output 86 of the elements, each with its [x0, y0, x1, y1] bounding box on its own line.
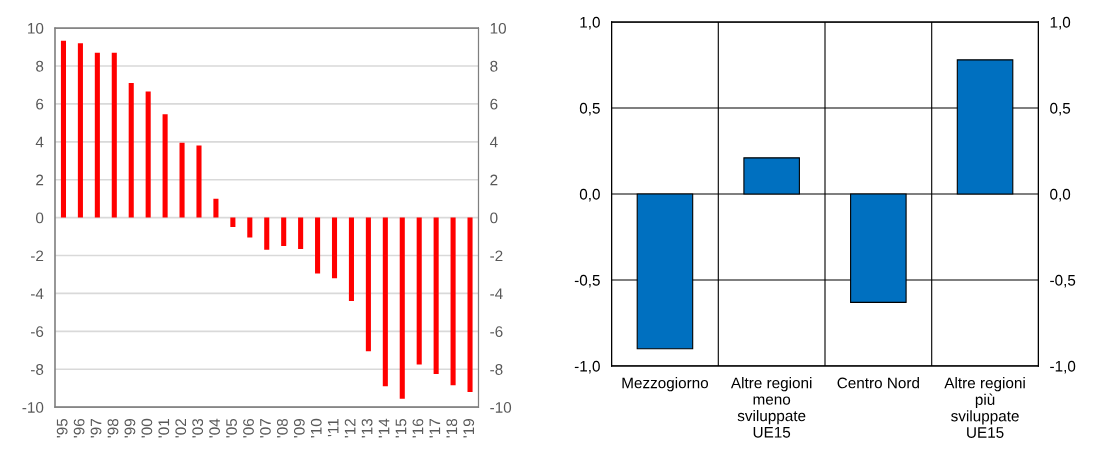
- y2-tick-label: -0,5: [1050, 274, 1076, 288]
- y-tick-label: -2: [30, 250, 44, 262]
- bar: [60, 40, 67, 218]
- y2-tick-label: -4: [490, 288, 503, 299]
- x-tick-label: '07: [260, 419, 271, 438]
- y2-tick-label: -10: [490, 402, 512, 413]
- y-tick-label: 0,5: [579, 102, 600, 116]
- y2-tick-label: -1,0: [1050, 360, 1076, 374]
- y-tick-label: 4: [35, 136, 44, 148]
- y2-tick-label: 2: [490, 174, 498, 186]
- y-tick-label: -10: [22, 402, 44, 413]
- y2-tick-label: 8: [490, 60, 498, 72]
- x-tick-label: Altre regioni meno sviluppate UE15: [730, 377, 812, 438]
- x-tick-label: '00: [141, 418, 153, 438]
- x-tick-label: '09: [293, 418, 305, 438]
- bar: [111, 52, 117, 218]
- x-tick-label: '04: [209, 418, 221, 438]
- y2-tick-label: 4: [489, 136, 498, 148]
- x-tick-label: '01: [158, 419, 170, 438]
- bar: [230, 217, 236, 228]
- x-tick-label: '06: [243, 418, 254, 438]
- x-tick-label: Mezzogiorno: [622, 377, 709, 392]
- y-tick-label: 6: [36, 98, 44, 110]
- x-tick-label: '19: [463, 418, 475, 438]
- bar: [94, 52, 100, 218]
- bar: [213, 198, 219, 218]
- x-tick-label: '12: [344, 419, 356, 438]
- bar: [331, 217, 338, 279]
- x-tick-label: '17: [429, 419, 441, 438]
- x-tick-label: '05: [226, 418, 237, 438]
- bar: [298, 217, 304, 249]
- bar: [416, 217, 422, 365]
- bar: [433, 217, 439, 374]
- bar: [162, 114, 168, 218]
- x-tick-label: '15: [395, 418, 407, 438]
- bar: [365, 217, 371, 352]
- y-tick-label: 8: [36, 60, 44, 72]
- y-tick-label: -1,0: [574, 360, 600, 374]
- bar: [77, 43, 83, 218]
- y-tick-label: 0: [35, 212, 44, 224]
- x-tick-label: '08: [276, 418, 288, 438]
- y-tick-label: 2: [36, 174, 44, 186]
- x-tick-label: '97: [90, 419, 102, 438]
- y2-tick-label: -2: [490, 250, 503, 262]
- x-tick-label: '99: [124, 418, 136, 438]
- x-tick-label: '03: [192, 418, 204, 438]
- bar: [382, 217, 388, 387]
- y2-tick-label: 1,0: [1050, 16, 1071, 30]
- x-tick-label: '16: [412, 418, 424, 438]
- y-tick-label: -0,5: [574, 274, 600, 288]
- bar: [145, 91, 151, 218]
- bar: [196, 145, 202, 218]
- x-tick-label: '13: [361, 418, 373, 438]
- bar: [264, 217, 270, 250]
- y2-tick-label: -6: [490, 326, 503, 338]
- bar: [128, 83, 134, 218]
- x-tick-label: '14: [378, 418, 390, 438]
- y-tick-label: -6: [30, 326, 44, 338]
- bar: [179, 142, 185, 218]
- bar: [315, 217, 321, 274]
- x-tick-label: '10: [310, 418, 322, 438]
- bar: [281, 217, 287, 247]
- x-tick-label: Centro Nord: [837, 377, 919, 389]
- y-tick-label: 0,0: [579, 188, 600, 202]
- y-tick-label: 10: [28, 22, 44, 34]
- x-tick-label: '11: [327, 419, 339, 437]
- x-tick-label: '18: [446, 418, 458, 438]
- y-tick-label: -4: [30, 288, 44, 299]
- x-tick-label: Altre regioni più sviluppate UE15: [944, 377, 1025, 438]
- x-tick-label: '95: [56, 418, 68, 438]
- x-tick-label: '98: [107, 418, 119, 438]
- bar: [348, 217, 354, 302]
- y-tick-label: 1,0: [580, 16, 600, 30]
- y2-tick-label: 6: [490, 98, 498, 110]
- bar: [450, 217, 456, 386]
- y2-tick-label: 0,0: [1050, 188, 1071, 202]
- x-tick-label: '96: [73, 418, 85, 438]
- x-tick-label: '02: [175, 419, 187, 438]
- y2-tick-label: 0: [490, 212, 498, 224]
- y-tick-label: -8: [30, 364, 44, 375]
- y2-tick-label: -8: [490, 364, 503, 375]
- bar: [467, 217, 473, 392]
- bar: [399, 217, 405, 399]
- y2-tick-label: 10: [490, 22, 507, 34]
- bar: [247, 217, 253, 238]
- y2-tick-label: 0,5: [1050, 102, 1071, 116]
